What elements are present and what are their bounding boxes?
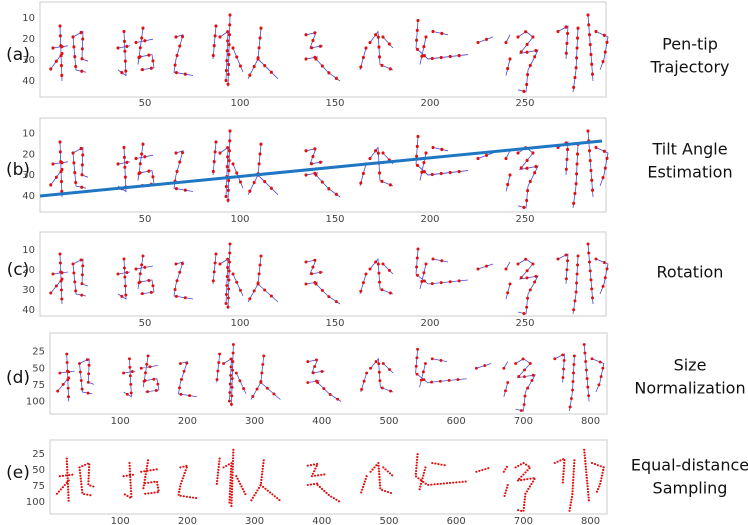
tilt-line bbox=[39, 139, 603, 198]
y-tick-label: 20 bbox=[22, 34, 35, 45]
panel-caption: Estimation bbox=[647, 163, 732, 182]
x-tick-label: 700 bbox=[514, 416, 533, 427]
panel-label: (c) bbox=[7, 260, 30, 280]
y-tick-label: 30 bbox=[22, 55, 35, 66]
panel-caption: Rotation bbox=[657, 263, 724, 282]
y-tick-label: 50 bbox=[32, 363, 45, 374]
y-tick-label: 20 bbox=[22, 265, 35, 276]
x-tick-label: 300 bbox=[245, 416, 264, 427]
x-tick-label: 400 bbox=[312, 516, 331, 525]
x-tick-label: 600 bbox=[447, 416, 466, 427]
y-tick-label: 100 bbox=[26, 397, 45, 408]
panel-caption: Tilt Angle bbox=[651, 140, 727, 159]
x-tick-label: 200 bbox=[178, 516, 197, 525]
x-tick-label: 250 bbox=[515, 98, 534, 109]
y-tick-label: 10 bbox=[22, 129, 35, 140]
x-tick-label: 600 bbox=[447, 516, 466, 525]
y-tick-label: 25 bbox=[32, 347, 45, 358]
panel-caption: Pen-tip bbox=[662, 35, 718, 54]
x-tick-label: 200 bbox=[420, 318, 439, 329]
x-tick-label: 150 bbox=[325, 98, 344, 109]
y-tick-label: 20 bbox=[22, 149, 35, 160]
x-tick-label: 200 bbox=[420, 214, 439, 225]
y-tick-label: 75 bbox=[32, 380, 45, 391]
panel-label: (a) bbox=[6, 45, 30, 65]
x-tick-label: 50 bbox=[139, 214, 152, 225]
trajectory-a bbox=[48, 13, 610, 94]
x-tick-label: 300 bbox=[245, 516, 264, 525]
y-tick-label: 25 bbox=[32, 449, 45, 460]
x-tick-label: 250 bbox=[515, 318, 534, 329]
x-tick-label: 500 bbox=[379, 416, 398, 427]
y-tick-label: 40 bbox=[22, 305, 35, 316]
y-tick-label: 40 bbox=[22, 76, 35, 87]
y-tick-label: 40 bbox=[22, 191, 35, 202]
panel-caption: Normalization bbox=[634, 379, 745, 398]
panel-label: (b) bbox=[6, 160, 30, 180]
y-tick-label: 50 bbox=[32, 465, 45, 476]
panel-caption: Trajectory bbox=[650, 58, 730, 77]
x-tick-label: 50 bbox=[139, 98, 152, 109]
panel-caption: Size bbox=[674, 356, 707, 375]
y-tick-label: 30 bbox=[22, 285, 35, 296]
x-tick-label: 200 bbox=[420, 98, 439, 109]
x-tick-label: 100 bbox=[230, 98, 249, 109]
y-tick-label: 100 bbox=[26, 497, 45, 508]
y-tick-label: 10 bbox=[22, 245, 35, 256]
panel-caption: Equal-distance bbox=[631, 456, 748, 475]
x-tick-label: 150 bbox=[325, 318, 344, 329]
x-tick-label: 100 bbox=[230, 318, 249, 329]
x-tick-label: 800 bbox=[581, 416, 600, 427]
y-tick-label: 75 bbox=[32, 481, 45, 492]
x-tick-label: 50 bbox=[139, 318, 152, 329]
y-tick-label: 10 bbox=[22, 13, 35, 24]
y-tick-label: 30 bbox=[22, 170, 35, 181]
x-tick-label: 100 bbox=[230, 214, 249, 225]
panel-label: (e) bbox=[6, 463, 30, 483]
x-tick-label: 100 bbox=[111, 516, 130, 525]
x-tick-label: 200 bbox=[178, 416, 197, 427]
x-tick-label: 150 bbox=[325, 214, 344, 225]
trajectory-b bbox=[48, 129, 610, 210]
trajectory-d bbox=[55, 343, 606, 413]
x-tick-label: 400 bbox=[312, 416, 331, 427]
x-tick-label: 250 bbox=[515, 214, 534, 225]
trajectory-c bbox=[48, 242, 610, 316]
x-tick-label: 100 bbox=[111, 416, 130, 427]
panel-label: (d) bbox=[6, 368, 30, 388]
x-tick-label: 700 bbox=[514, 516, 533, 525]
x-tick-label: 800 bbox=[581, 516, 600, 525]
panel-caption: Sampling bbox=[653, 479, 728, 498]
x-tick-label: 500 bbox=[379, 516, 398, 525]
trajectory-e bbox=[55, 448, 605, 513]
